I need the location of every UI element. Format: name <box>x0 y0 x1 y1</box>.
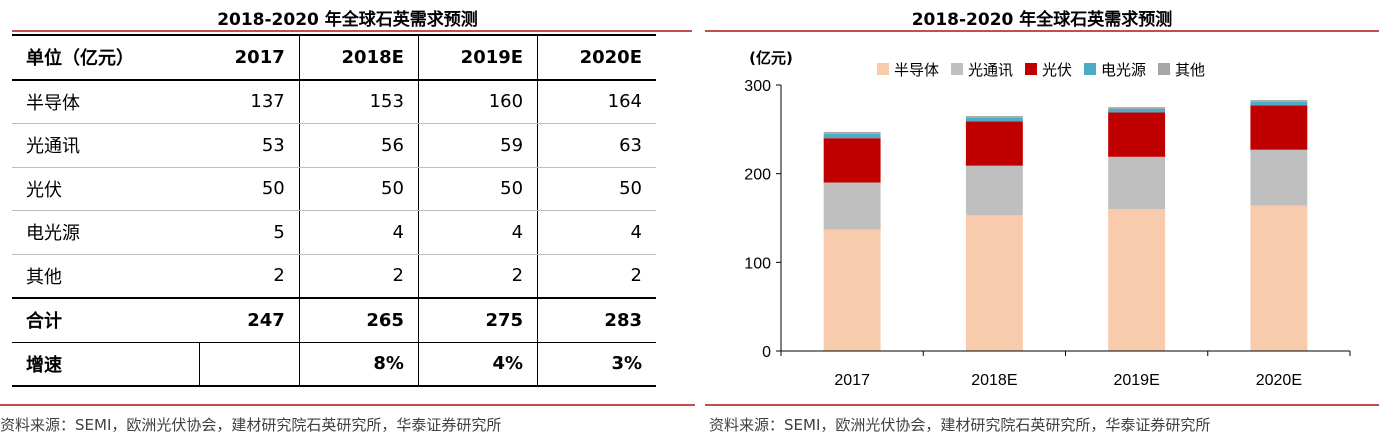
legend-swatch <box>1025 63 1037 75</box>
header-year: 2018E <box>298 34 419 81</box>
y-axis-label: (亿元) <box>749 49 793 67</box>
header-year: 2017 <box>199 34 300 81</box>
cell-value: 265 <box>298 297 419 343</box>
cell-value: 53 <box>199 123 300 168</box>
cell-value: 4 <box>417 210 538 255</box>
cell-value: 50 <box>199 167 300 211</box>
legend-swatch <box>951 63 963 75</box>
bar-segment <box>823 138 881 183</box>
bar-segment <box>1108 156 1166 210</box>
table-row: 其他 2 2 2 2 <box>12 254 656 299</box>
cell-value: 50 <box>537 167 656 211</box>
stacked-bar-chart: 0 100 200 300 (亿元) 2017 2018E 2019E 2020E 半导体 光通讯 光… <box>744 49 1351 389</box>
bar-segment <box>823 131 881 134</box>
source-note: 资料来源：SEMI，欧洲光伏协会，建材研究院石英研究所，华泰证券研究所 <box>709 416 1211 434</box>
cell-value <box>199 342 300 387</box>
cell-value: 275 <box>417 297 538 343</box>
cell-value: 50 <box>298 167 419 211</box>
row-label: 电光源 <box>12 210 200 255</box>
bar-segment <box>1250 101 1308 106</box>
cell-value: 56 <box>298 123 419 168</box>
cell-value: 2 <box>298 254 419 299</box>
legend-swatch <box>877 63 889 75</box>
row-label: 光通讯 <box>12 123 200 168</box>
bar-segment <box>1250 149 1308 206</box>
cell-value: 5 <box>199 210 300 255</box>
demand-table: 单位（亿元） 2017 2018E 2019E 2020E 半导体 137 15… <box>12 34 656 387</box>
cell-value: 63 <box>537 123 656 168</box>
cell-value: 283 <box>537 297 656 343</box>
cell-value: 164 <box>537 79 656 124</box>
table-title: 2018-2020 年全球石英需求预测 <box>217 10 478 30</box>
x-tick-label: 2018E <box>971 372 1017 389</box>
bar-segment <box>823 182 881 230</box>
cell-value: 50 <box>417 167 538 211</box>
chart-title: 2018-2020 年全球石英需求预测 <box>911 10 1173 30</box>
bar-segment <box>1108 108 1166 113</box>
cell-value: 2 <box>417 254 538 299</box>
cell-value: 247 <box>199 297 300 343</box>
row-label: 增速 <box>12 342 200 387</box>
cell-value: 3% <box>537 342 656 387</box>
cell-value: 153 <box>298 79 419 124</box>
x-tick-label: 2017 <box>834 372 870 389</box>
cell-value: 137 <box>199 79 300 124</box>
bar-segment <box>823 133 881 139</box>
header-year: 2019E <box>417 34 538 81</box>
table-row: 光通讯 53 56 59 63 <box>12 123 656 168</box>
legend-label: 半导体 <box>894 61 939 79</box>
bar-segment <box>1250 100 1308 102</box>
bar-segment <box>965 116 1023 118</box>
cell-value: 2 <box>537 254 656 299</box>
y-tick-label: 100 <box>744 255 771 272</box>
row-label: 光伏 <box>12 167 200 211</box>
header-unit: 单位（亿元） <box>12 34 200 81</box>
table-header-row: 单位（亿元） 2017 2018E 2019E 2020E <box>12 34 656 81</box>
table-row: 半导体 137 153 160 164 <box>12 79 656 124</box>
cell-value: 4% <box>417 342 538 387</box>
left-footer-rule <box>0 404 695 406</box>
bar-segment <box>1250 205 1308 351</box>
bar-segment <box>1108 209 1166 351</box>
legend-label: 其他 <box>1175 61 1205 79</box>
x-tick-label: 2020E <box>1256 372 1302 389</box>
row-label: 半导体 <box>12 79 200 124</box>
bar-segment <box>965 121 1023 166</box>
cell-value: 2 <box>199 254 300 299</box>
y-tick-label: 300 <box>744 78 771 95</box>
bar-segment <box>965 117 1023 122</box>
cell-value: 59 <box>417 123 538 168</box>
legend-label: 光通讯 <box>968 61 1013 79</box>
legend-swatch <box>1084 63 1096 75</box>
cell-value: 4 <box>298 210 419 255</box>
bar-segment <box>823 229 881 351</box>
legend-swatch <box>1158 63 1170 75</box>
right-footer-rule <box>705 404 1379 406</box>
row-label: 合计 <box>12 297 200 343</box>
bar-segment <box>965 165 1023 216</box>
bar-segment <box>965 215 1023 351</box>
y-tick-label: 0 <box>762 344 771 361</box>
row-label: 其他 <box>12 254 200 299</box>
table-growth-row: 增速 8% 4% 3% <box>12 342 656 387</box>
left-title-rule <box>12 30 692 32</box>
source-note: 资料来源：SEMI，欧洲光伏协会，建材研究院石英研究所，华泰证券研究所 <box>0 416 502 434</box>
cell-value: 8% <box>298 342 419 387</box>
cell-value: 160 <box>417 79 538 124</box>
legend-label: 光伏 <box>1042 61 1072 79</box>
x-tick-label: 2019E <box>1113 372 1159 389</box>
legend-label: 电光源 <box>1101 61 1146 79</box>
y-tick-label: 200 <box>744 167 771 184</box>
bar-segment <box>1108 112 1166 157</box>
table-total-row: 合计 247 265 275 283 <box>12 297 656 343</box>
cell-value: 4 <box>537 210 656 255</box>
right-title-rule <box>705 30 1379 32</box>
table-row: 光伏 50 50 50 50 <box>12 167 656 211</box>
table-row: 电光源 5 4 4 4 <box>12 210 656 255</box>
bar-segment <box>1250 105 1308 150</box>
header-year: 2020E <box>537 34 656 81</box>
bar-segment <box>1108 107 1166 109</box>
